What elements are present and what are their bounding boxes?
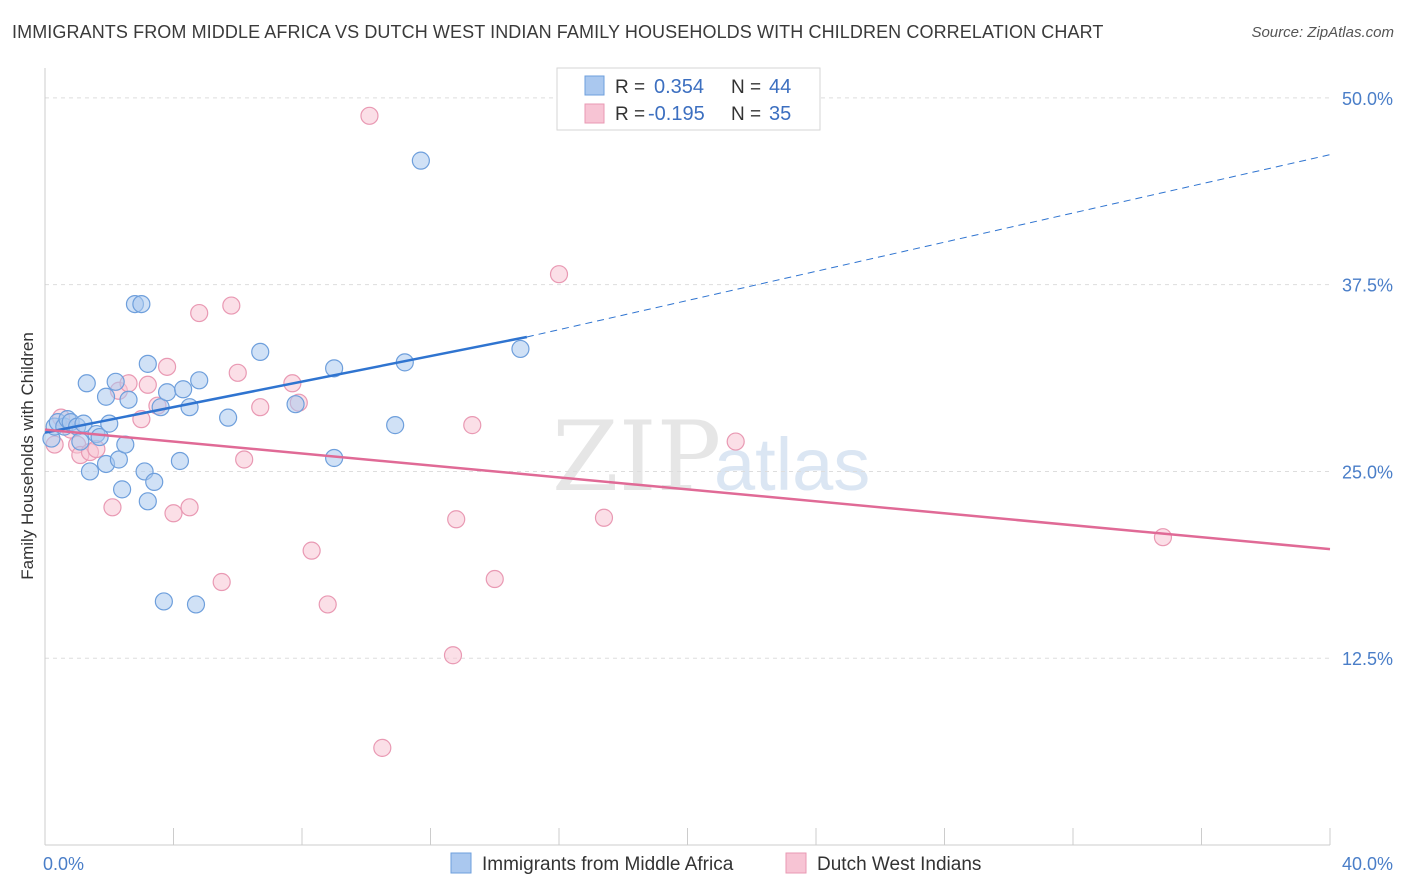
trend-line-middle-africa [44, 335, 528, 434]
dutch-west-indians-point-34 [726, 432, 745, 451]
legend-r-label-1: R = [615, 77, 645, 98]
dutch-west-indians-point-19 [228, 363, 247, 382]
dutch-west-indians-point-7 [103, 498, 122, 517]
middle-africa-point-31 [174, 380, 193, 399]
dutch-west-indians-point-15 [180, 498, 199, 517]
middle-africa-point-16 [106, 372, 125, 391]
middle-africa-point-20 [119, 390, 138, 409]
dutch-west-indians-point-35 [1153, 528, 1173, 547]
dutch-west-indians-point-24 [302, 541, 321, 560]
middle-africa-point-12 [90, 427, 109, 447]
middle-africa-point-22 [132, 294, 151, 314]
y-tick-label-2: 37.5% [1342, 276, 1393, 296]
x-tick-label-max: 40.0% [1342, 854, 1393, 874]
dutch-west-indians-point-13 [157, 357, 177, 376]
middle-africa-point-42 [411, 151, 430, 170]
bottom-legend-swatch-pink [785, 852, 807, 874]
middle-africa-point-18 [112, 480, 132, 499]
watermark-zip: ZIP [552, 401, 721, 513]
bottom-legend-label-2: Dutch West Indians [817, 854, 981, 875]
dutch-west-indians-point-14 [164, 504, 183, 523]
legend-n-value-2: 35 [769, 103, 791, 125]
series-legend: Immigrants from Middle Africa Dutch West… [450, 852, 981, 875]
legend-r-label-2: R = [615, 104, 645, 125]
dutch-west-indians-point-32 [549, 265, 569, 284]
legend-n-label-2: N = [731, 104, 761, 125]
bottom-legend-label-1: Immigrants from Middle Africa [482, 854, 734, 875]
middle-africa-point-14 [96, 387, 116, 406]
legend-swatch-pink [584, 103, 605, 124]
middle-africa-point-25 [138, 492, 157, 511]
legend-swatch-blue [584, 75, 605, 96]
middle-africa-point-39 [325, 359, 344, 378]
legend-r-value-2: -0.195 [648, 103, 705, 125]
x-tick-label-min: 0.0% [43, 854, 84, 874]
y-tick-label-3: 50.0% [1342, 89, 1393, 109]
trend-line-middle-africa-extension [526, 154, 1331, 338]
middle-africa-point-29 [157, 383, 177, 402]
middle-africa-point-24 [138, 354, 157, 373]
middle-africa-point-36 [251, 342, 270, 362]
trend-lines [44, 154, 1331, 551]
dutch-west-indians-point-28 [443, 646, 463, 665]
dutch-west-indians-point-17 [212, 572, 231, 592]
dutch-west-indians-point-25 [318, 595, 337, 614]
dutch-west-indians-point-31 [485, 569, 504, 589]
dutch-west-indians-point-27 [373, 738, 392, 757]
dutch-west-indians-point-33 [594, 508, 614, 527]
dutch-west-indians-point-29 [447, 510, 466, 529]
series-middle-africa-points [42, 151, 530, 614]
dutch-west-indians-point-11 [138, 375, 157, 394]
middle-africa-point-30 [170, 451, 190, 471]
bottom-legend-swatch-blue [450, 852, 472, 874]
middle-africa-point-37 [286, 395, 305, 414]
y-axis-title: Family Households with Children [18, 332, 37, 580]
y-tick-label-0: 12.5% [1342, 649, 1393, 669]
legend-n-label-1: N = [731, 77, 761, 98]
legend-r-value-1: 0.354 [654, 76, 704, 98]
middle-africa-point-35 [219, 408, 238, 427]
dutch-west-indians-point-18 [222, 296, 241, 315]
middle-africa-point-8 [71, 432, 90, 451]
middle-africa-point-33 [186, 595, 206, 614]
chart-title: IMMIGRANTS FROM MIDDLE AFRICA VS DUTCH W… [12, 22, 1104, 42]
x-axis-ticks [44, 828, 1331, 845]
dutch-west-indians-point-21 [251, 398, 270, 417]
y-tick-labels: 12.5% 25.0% 37.5% 50.0% [1342, 89, 1393, 669]
dutch-west-indians-point-30 [463, 416, 482, 435]
legend-n-value-1: 44 [769, 76, 791, 98]
dutch-west-indians-point-26 [360, 106, 379, 125]
dutch-west-indians-point-16 [190, 303, 209, 323]
middle-africa-point-40 [386, 416, 405, 435]
dutch-west-indians-point-20 [235, 450, 254, 469]
source-label: Source: ZipAtlas.com [1251, 24, 1394, 41]
middle-africa-point-43 [511, 339, 530, 359]
correlation-legend: R = 0.354 N = 44 R = -0.195 N = 35 [556, 67, 821, 131]
middle-africa-point-26 [145, 472, 164, 492]
middle-africa-point-34 [190, 371, 209, 390]
y-tick-label-1: 25.0% [1342, 462, 1393, 482]
middle-africa-point-10 [80, 462, 100, 481]
middle-africa-point-28 [154, 592, 173, 611]
trend-line-dutch-west-indians [44, 428, 1331, 551]
middle-africa-point-9 [77, 374, 96, 393]
middle-africa-point-32 [180, 398, 199, 417]
